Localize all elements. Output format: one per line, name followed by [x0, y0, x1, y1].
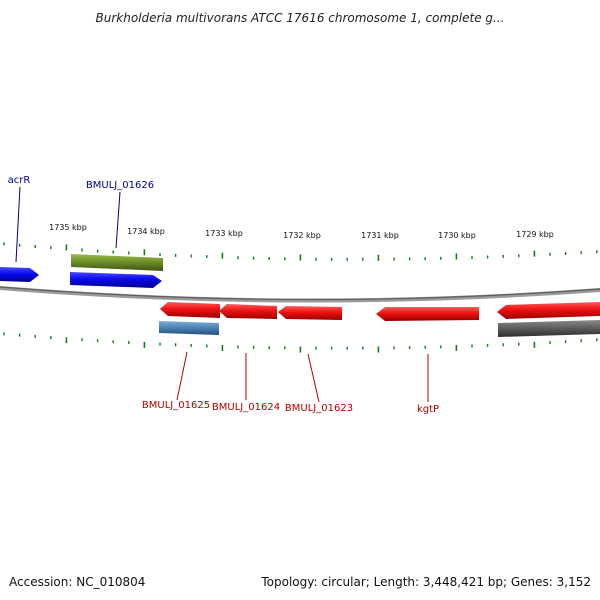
- ruler-ticks-top: [3, 242, 598, 261]
- accession-text: Accession: NC_010804: [9, 575, 145, 589]
- leader-line-BMULJ_01623: [307, 353, 320, 403]
- gene-red-right[interactable]: [497, 302, 600, 319]
- ruler-ticks-bottom: [3, 332, 598, 353]
- gene-kgtP[interactable]: [376, 307, 479, 321]
- leader-line-BMULJ_01625: [176, 351, 188, 401]
- ruler-label-1730: 1730 kbp: [438, 231, 476, 240]
- gene-label-BMULJ_01623[interactable]: BMULJ_01623: [285, 403, 353, 414]
- chromosome-backbone-edge: [0, 286, 600, 301]
- gene-gray-right[interactable]: [498, 320, 600, 337]
- gene-BMULJ_01623[interactable]: [278, 306, 342, 320]
- gene-label-kgtP[interactable]: kgtP: [417, 404, 439, 415]
- chromosome-backbone: [0, 286, 600, 303]
- gene-BMULJ_01624[interactable]: [219, 304, 277, 319]
- ruler-label-1735: 1735 kbp: [49, 223, 87, 232]
- ruler-label-1732: 1732 kbp: [283, 231, 321, 240]
- summary-text: Topology: circular; Length: 3,448,421 bp…: [260, 575, 591, 589]
- gene-BMULJ_01626[interactable]: [70, 272, 162, 288]
- gene-olive-feature[interactable]: [71, 254, 163, 271]
- gene-label-acrR[interactable]: acrR: [8, 175, 31, 186]
- ruler-label-1729: 1729 kbp: [516, 230, 554, 239]
- gene-label-BMULJ_01626[interactable]: BMULJ_01626: [86, 180, 154, 191]
- gene-label-BMULJ_01624[interactable]: BMULJ_01624: [212, 402, 280, 413]
- ruler-label-1733: 1733 kbp: [205, 229, 243, 238]
- ruler-label-1734: 1734 kbp: [127, 227, 165, 236]
- ruler-label-1731: 1731 kbp: [361, 231, 399, 240]
- gene-BMULJ_01625[interactable]: [160, 302, 220, 318]
- gene-label-BMULJ_01625[interactable]: BMULJ_01625: [142, 400, 210, 411]
- leader-line-acrR: [15, 186, 21, 263]
- map-title: Burkholderia multivorans ATCC 17616 chro…: [96, 11, 505, 25]
- leader-line-BMULJ_01626: [115, 191, 121, 249]
- gene-acrR[interactable]: [0, 267, 39, 282]
- gene-steel-feature[interactable]: [159, 321, 219, 335]
